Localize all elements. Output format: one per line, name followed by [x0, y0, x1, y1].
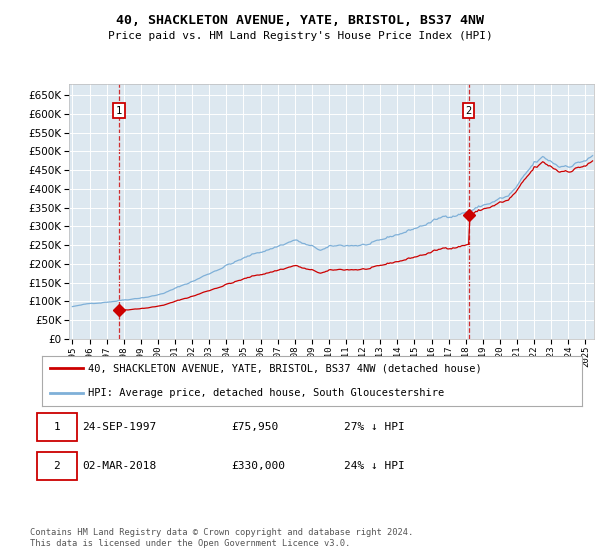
- Text: 24-SEP-1997: 24-SEP-1997: [83, 422, 157, 432]
- FancyBboxPatch shape: [37, 413, 77, 441]
- Text: 2: 2: [53, 461, 60, 471]
- Text: £75,950: £75,950: [231, 422, 278, 432]
- Text: 1: 1: [116, 106, 122, 116]
- Text: 02-MAR-2018: 02-MAR-2018: [83, 461, 157, 471]
- Text: 1: 1: [53, 422, 60, 432]
- Text: 40, SHACKLETON AVENUE, YATE, BRISTOL, BS37 4NW: 40, SHACKLETON AVENUE, YATE, BRISTOL, BS…: [116, 14, 484, 27]
- Text: HPI: Average price, detached house, South Gloucestershire: HPI: Average price, detached house, Sout…: [88, 389, 444, 398]
- Text: 40, SHACKLETON AVENUE, YATE, BRISTOL, BS37 4NW (detached house): 40, SHACKLETON AVENUE, YATE, BRISTOL, BS…: [88, 363, 482, 373]
- Text: £330,000: £330,000: [231, 461, 285, 471]
- Text: 24% ↓ HPI: 24% ↓ HPI: [344, 461, 405, 471]
- Text: Contains HM Land Registry data © Crown copyright and database right 2024.
This d: Contains HM Land Registry data © Crown c…: [30, 528, 413, 548]
- Text: Price paid vs. HM Land Registry's House Price Index (HPI): Price paid vs. HM Land Registry's House …: [107, 31, 493, 41]
- FancyBboxPatch shape: [37, 452, 77, 480]
- Text: 2: 2: [466, 106, 472, 116]
- Text: 27% ↓ HPI: 27% ↓ HPI: [344, 422, 405, 432]
